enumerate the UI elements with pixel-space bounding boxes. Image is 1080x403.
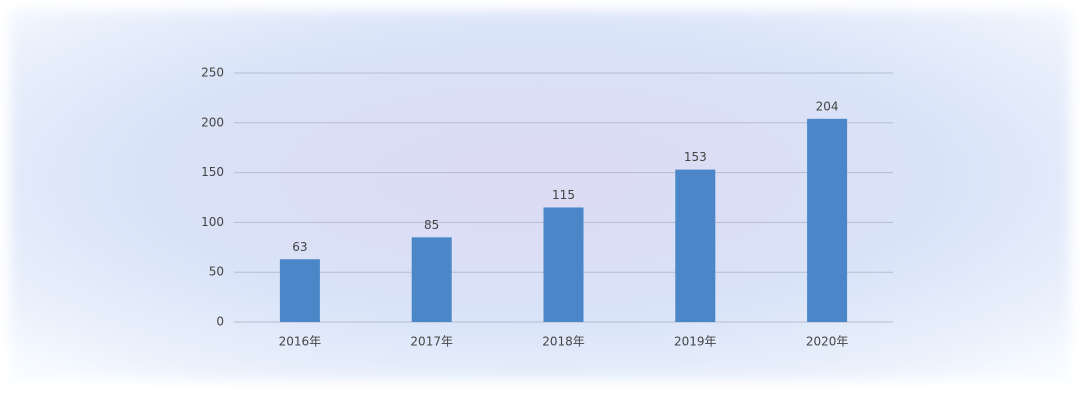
y-tick-label: 250 — [201, 66, 224, 80]
data-label: 85 — [424, 218, 439, 232]
x-tick-label: 2019年 — [674, 335, 717, 349]
x-tick-label: 2016年 — [279, 335, 322, 349]
plot-area: 0 50 100 150 200 250 2016年 63 2017年 85 2018年 115 201… — [201, 66, 893, 349]
bar — [675, 169, 716, 322]
data-label: 63 — [292, 240, 307, 254]
data-label: 115 — [552, 188, 575, 202]
data-label: 204 — [816, 99, 839, 113]
x-tick-label: 2020年 — [806, 335, 849, 349]
y-tick-label: 150 — [201, 165, 224, 179]
background — [10, 10, 1070, 380]
bar — [279, 259, 320, 322]
bar — [807, 118, 848, 322]
y-tick-label: 50 — [209, 265, 224, 279]
bar — [411, 237, 452, 322]
x-tick-label: 2018年 — [542, 335, 585, 349]
y-tick-label: 200 — [201, 115, 224, 129]
x-tick-label: 2017年 — [410, 335, 453, 349]
data-label: 153 — [684, 150, 707, 164]
y-tick-label: 0 — [216, 315, 224, 329]
y-tick-label: 100 — [201, 215, 224, 229]
bar — [543, 207, 584, 322]
